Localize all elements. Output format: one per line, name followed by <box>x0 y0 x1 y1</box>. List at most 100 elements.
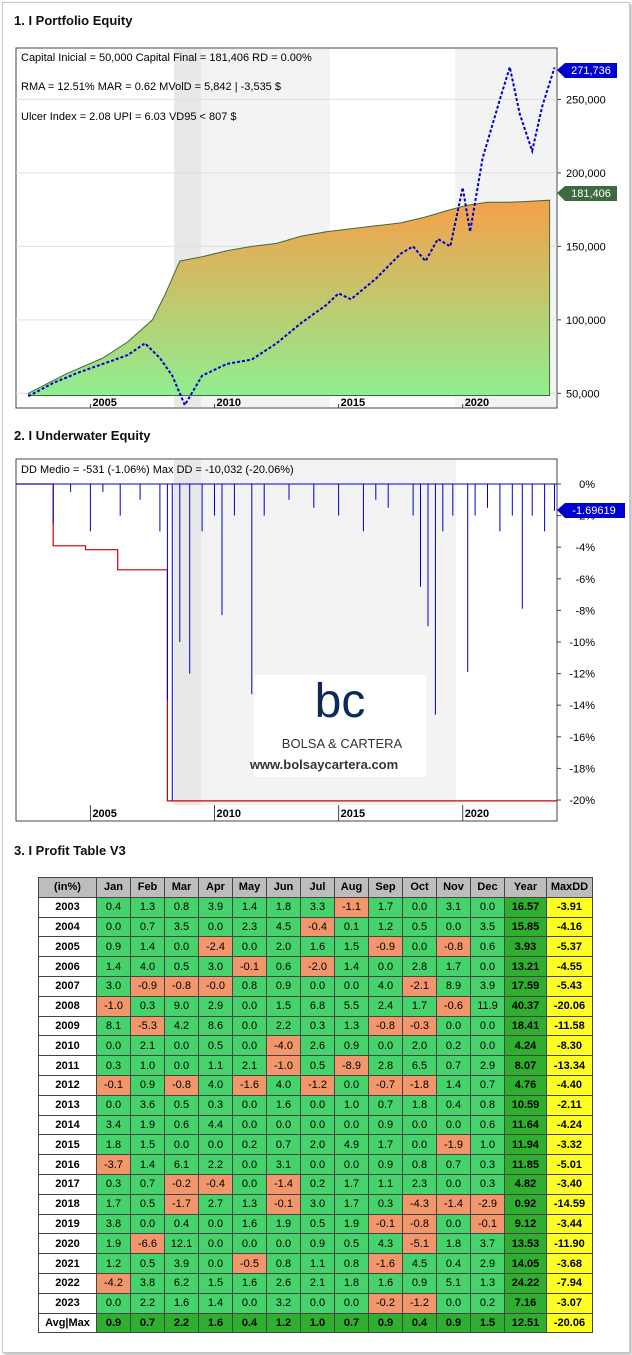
month-cell: 1.3 <box>130 896 165 918</box>
footer-avg-cell: 1.5 <box>470 1312 505 1334</box>
year-cell: 2015 <box>38 1134 97 1156</box>
month-cell: 3.3 <box>300 896 335 918</box>
year-return-cell: 16.57 <box>504 896 547 918</box>
y-tick-label: 150,000 <box>566 241 606 253</box>
month-cell: 11.9 <box>470 995 505 1017</box>
month-cell: 1.2 <box>96 1253 131 1274</box>
month-cell: -0.0 <box>198 975 233 997</box>
month-cell: 0.0 <box>96 1035 131 1057</box>
month-cell: 0.9 <box>402 1272 437 1294</box>
month-cell: 0.2 <box>232 1134 267 1156</box>
month-cell: 1.0 <box>470 1134 505 1156</box>
month-cell: 6.2 <box>164 1272 199 1294</box>
month-cell: 0.0 <box>164 1055 199 1076</box>
maxdd-cell: -3.91 <box>546 896 593 918</box>
footer-avg-cell: 1.6 <box>198 1312 233 1334</box>
year-cell: 2023 <box>38 1292 97 1314</box>
current-dd-label: -1.69619 <box>572 505 615 517</box>
month-cell: 0.0 <box>96 916 131 938</box>
month-cell: 2.9 <box>470 1253 505 1274</box>
column-header: Mar <box>164 877 199 898</box>
table-row: 2003 0.4 1.3 0.8 3.9 1.4 1.8 3.3 -1.1 1.7 0.0 3.1 0.… <box>38 896 593 918</box>
month-cell: 0.7 <box>130 916 165 938</box>
year-cell: 2016 <box>38 1154 97 1175</box>
month-cell: 0.8 <box>266 1253 301 1274</box>
year-cell: 2003 <box>38 896 97 918</box>
month-cell: -1.4 <box>436 1193 471 1215</box>
month-cell: 1.9 <box>334 1213 369 1235</box>
month-cell: -5.3 <box>130 1015 165 1037</box>
maxdd-cell: -4.24 <box>546 1114 593 1136</box>
year-return-cell: 18.41 <box>504 1015 547 1037</box>
month-cell: 0.5 <box>164 1094 199 1116</box>
equity-stats-line3: Ulcer Index = 2.08 UPI = 6.03 VD95 < 807… <box>21 111 237 123</box>
month-cell: 0.0 <box>368 956 403 977</box>
month-cell: 0.0 <box>436 1213 471 1235</box>
underwater-stats: DD Medio = -531 (-1.06%) Max DD = -10,03… <box>21 464 294 476</box>
x-tick-label: 2005 <box>92 808 116 820</box>
month-cell: -1.8 <box>402 1074 437 1096</box>
month-cell: -0.9 <box>130 975 165 997</box>
month-cell: -2.9 <box>470 1193 505 1215</box>
month-cell: 0.0 <box>300 1154 335 1175</box>
month-cell: 1.4 <box>436 1074 471 1096</box>
month-cell: 0.0 <box>402 936 437 958</box>
maxdd-cell: -8.30 <box>546 1035 593 1057</box>
month-cell: 1.7 <box>368 1134 403 1156</box>
year-return-cell: 17.59 <box>504 975 547 997</box>
month-cell: 2.8 <box>368 1055 403 1076</box>
month-cell: 0.8 <box>402 1154 437 1175</box>
month-cell: 1.4 <box>130 1154 165 1175</box>
maxdd-cell: -4.55 <box>546 956 593 977</box>
month-cell: 0.0 <box>436 1015 471 1037</box>
table-row: 2021 1.2 0.5 3.9 0.0 -0.5 0.8 1.1 0.8 -1.6 4.5 0.4 2… <box>38 1253 593 1274</box>
month-cell: 0.7 <box>266 1134 301 1156</box>
month-cell: -1.2 <box>300 1074 335 1096</box>
month-cell: 2.1 <box>300 1272 335 1294</box>
month-cell: 1.1 <box>368 1173 403 1195</box>
month-cell: -0.8 <box>436 936 471 958</box>
month-cell: 1.7 <box>368 896 403 918</box>
year-cell: 2004 <box>38 916 97 938</box>
footer-avg-cell: 0.4 <box>402 1312 437 1334</box>
month-cell: 1.6 <box>232 1213 267 1235</box>
month-cell: -2.0 <box>300 956 335 977</box>
month-cell: 8.1 <box>96 1015 131 1037</box>
month-cell: 0.6 <box>266 956 301 977</box>
month-cell: 1.1 <box>300 1253 335 1274</box>
year-return-cell: 10.59 <box>504 1094 547 1116</box>
y-tick-label: 200,000 <box>566 168 606 180</box>
benchmark-value-tag <box>557 63 617 78</box>
y-tick-label: -20% <box>569 795 595 807</box>
month-cell: 4.3 <box>368 1233 403 1255</box>
logo-name: BOLSA & CARTERA <box>282 736 403 751</box>
footer-avg-cell: 0.9 <box>96 1312 131 1334</box>
month-cell: -0.3 <box>402 1015 437 1037</box>
month-cell: 0.7 <box>436 1055 471 1076</box>
month-cell: 0.6 <box>470 1114 505 1136</box>
month-cell: 0.0 <box>96 1094 131 1116</box>
year-return-cell: 11.64 <box>504 1114 547 1136</box>
month-cell: 3.0 <box>96 975 131 997</box>
month-cell: 1.6 <box>266 1094 301 1116</box>
maxdd-cell: -14.59 <box>546 1193 593 1215</box>
year-cell: 2008 <box>38 995 97 1017</box>
month-cell: 4.0 <box>198 1074 233 1096</box>
x-tick-label: 2015 <box>341 397 365 409</box>
month-cell: 1.9 <box>266 1213 301 1235</box>
month-cell: 0.4 <box>436 1253 471 1274</box>
month-cell: 3.8 <box>96 1213 131 1235</box>
y-tick-label: 50,000 <box>566 388 600 400</box>
column-header: Oct <box>402 877 437 898</box>
month-cell: 1.9 <box>96 1233 131 1255</box>
x-tick-label: 2005 <box>92 397 116 409</box>
month-cell: 0.0 <box>300 975 335 997</box>
maxdd-cell: -3.44 <box>546 1213 593 1235</box>
year-cell: 2009 <box>38 1015 97 1037</box>
year-return-cell: 3.93 <box>504 936 547 958</box>
equity-stats-line2: RMA = 12.51% MAR = 0.62 MVolD = 5,842 | … <box>21 81 281 93</box>
x-tick-label: 2010 <box>217 397 241 409</box>
month-cell: 1.8 <box>266 896 301 918</box>
x-tick-label: 2010 <box>217 808 241 820</box>
month-cell: 5.1 <box>436 1272 471 1294</box>
